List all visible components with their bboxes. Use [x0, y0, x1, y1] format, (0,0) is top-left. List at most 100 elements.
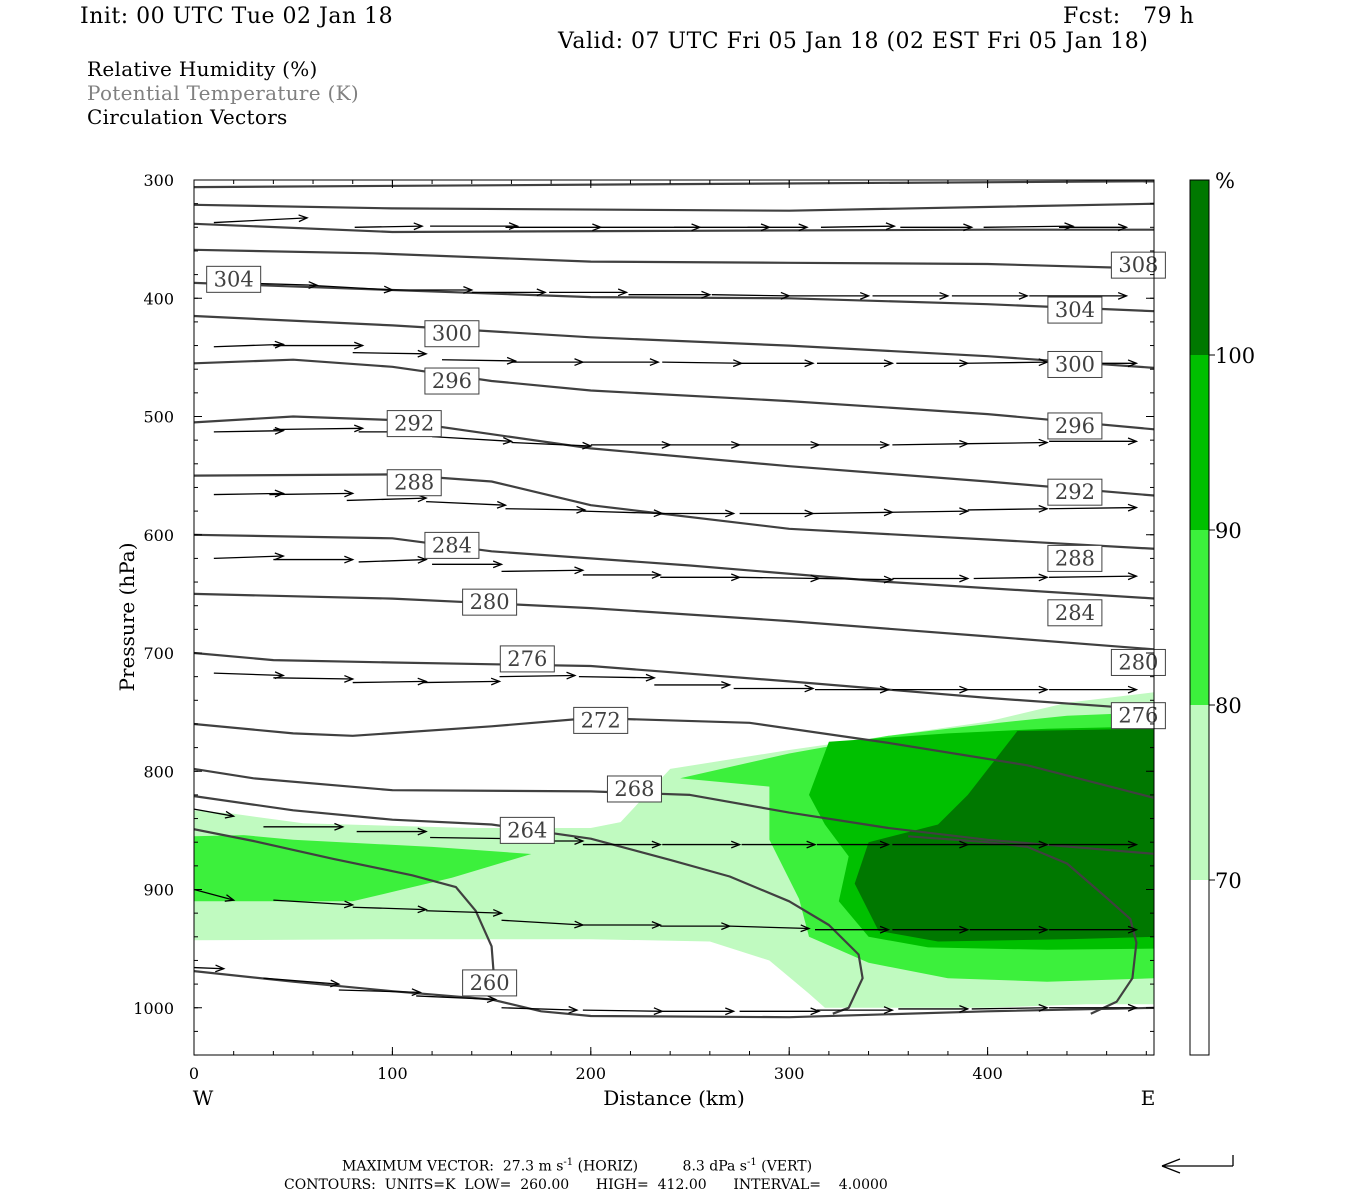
y-tick-label: 1000 [133, 999, 174, 1018]
colorbar-swatch [1190, 530, 1209, 705]
theta-contour-268-13 [194, 767, 1154, 855]
theta-label-text: 264 [507, 818, 547, 842]
theta-label-284: 284 [1047, 599, 1103, 627]
theta-contour-280-10 [194, 592, 1154, 651]
theta-label-288: 288 [386, 469, 442, 497]
circulation-vector [501, 566, 585, 575]
legend-rh: Relative Humidity (%) [87, 57, 318, 81]
circulation-vector [967, 504, 1049, 513]
colorbar-level-label: 80 [1215, 694, 1242, 718]
contours-info: CONTOURS: UNITS=K LOW= 260.00 HIGH= 412.… [284, 1177, 888, 1193]
circulation-vector [971, 1003, 1049, 1012]
theta-label-280: 280 [462, 588, 518, 616]
theta-contour-296-6 [194, 358, 1154, 431]
theta-label-text: 280 [470, 590, 510, 614]
circulation-vector [582, 571, 662, 579]
circulation-vector [194, 964, 226, 973]
forecast-hour: Fcst: 79 h [1063, 4, 1195, 29]
circulation-vector [213, 340, 286, 349]
circulation-vector [590, 440, 672, 449]
theta-label-292: 292 [386, 410, 442, 438]
theta-contour-284-9 [194, 533, 1154, 600]
theta-label-text: 288 [1055, 546, 1095, 570]
rh-fill-layer [194, 692, 1154, 1008]
legend-theta: Potential Temperature (K) [87, 81, 359, 105]
circulation-vector [662, 359, 744, 368]
circulation-vector [892, 439, 970, 448]
init-time: Init: 00 UTC Tue 02 Jan 18 [80, 4, 394, 29]
circulation-vector [356, 827, 428, 836]
circulation-vector [892, 507, 970, 516]
plot-frame [193, 179, 1155, 1056]
theta-label-text: 284 [1055, 601, 1095, 625]
circulation-vector [1049, 1003, 1139, 1012]
circulation-vector [549, 288, 629, 297]
max-vector-exp2: -1 [746, 1157, 757, 1168]
theta-label-272: 272 [573, 706, 629, 734]
theta-label-text: 296 [1055, 414, 1095, 438]
theta-label-text: 276 [507, 647, 547, 671]
circulation-vector [892, 574, 970, 583]
theta-label-260: 260 [462, 969, 518, 997]
circulation-vector [194, 808, 236, 819]
circulation-vector [951, 291, 1030, 300]
max-vector-line: MAXIMUM VECTOR: 27.3 m s-1 (HORIZ) 8.3 d… [342, 1157, 812, 1175]
circulation-vector [814, 925, 891, 934]
contour-label-layer: 308 304 304 300 300 296 296 292 292 288 288 284 284 2… [206, 251, 1166, 997]
y-tick-label: 600 [143, 526, 174, 545]
circulation-vector [1049, 840, 1139, 849]
colorbar-swatch [1190, 705, 1209, 880]
circulation-vector [582, 1007, 664, 1016]
circulation-vector [213, 671, 286, 680]
circulation-vector [654, 680, 732, 689]
circulation-vector [354, 222, 424, 231]
theta-label-296: 296 [424, 367, 480, 395]
circulation-vector [983, 222, 1075, 231]
theta-label-280: 280 [1110, 648, 1166, 676]
circulation-vector [441, 356, 518, 365]
circulation-vector [662, 1007, 736, 1016]
circulation-vector [741, 840, 817, 849]
circulation-vector [969, 925, 1049, 934]
circulation-vector [816, 359, 895, 368]
colorbar-swatch [1190, 355, 1209, 530]
circulation-vector [818, 575, 895, 584]
circulation-vector [352, 905, 428, 914]
y-tick-label: 300 [143, 171, 174, 190]
circulation-vector [426, 908, 504, 917]
circulation-vector [582, 840, 662, 849]
theta-contour-300-5 [194, 314, 1154, 369]
circulation-vector [729, 924, 811, 933]
circulation-vector [213, 214, 309, 224]
theta-label-text: 292 [1055, 480, 1095, 504]
circulation-vector [511, 358, 585, 367]
theta-label-304: 304 [1047, 296, 1103, 324]
theta-contour-276-11 [194, 651, 1154, 711]
circulation-vector [662, 840, 742, 849]
colorbar-swatch [1190, 880, 1209, 1055]
circulation-vector [263, 977, 341, 988]
circulation-vector [392, 286, 474, 294]
circulation-vector [471, 288, 547, 297]
theta-label-288: 288 [1047, 544, 1103, 572]
circulation-vector [820, 222, 897, 231]
circulation-vector [872, 291, 950, 300]
circulation-vector [898, 1004, 970, 1013]
circulation-vector [499, 671, 577, 680]
rh-region-80-1 [194, 835, 532, 902]
circulation-vector [194, 888, 236, 902]
circulation-vector [741, 359, 815, 368]
circulation-vector [582, 509, 664, 518]
vector-layer [194, 214, 1139, 1016]
x-tick-label: 100 [377, 1064, 408, 1083]
circulation-vector [501, 1005, 579, 1014]
theta-label-300: 300 [424, 320, 480, 348]
circulation-vector [660, 573, 742, 582]
theta-label-text: 304 [1055, 298, 1095, 322]
circulation-vector [213, 489, 286, 498]
valid-time: Valid: 07 UTC Fri 05 Jan 18 (02 EST Fri … [558, 29, 1149, 54]
circulation-vector [1049, 685, 1139, 694]
circulation-vector [816, 840, 891, 849]
theta-label-276: 276 [499, 645, 555, 673]
colorbar: 70 80 90 100% [1189, 169, 1255, 1056]
